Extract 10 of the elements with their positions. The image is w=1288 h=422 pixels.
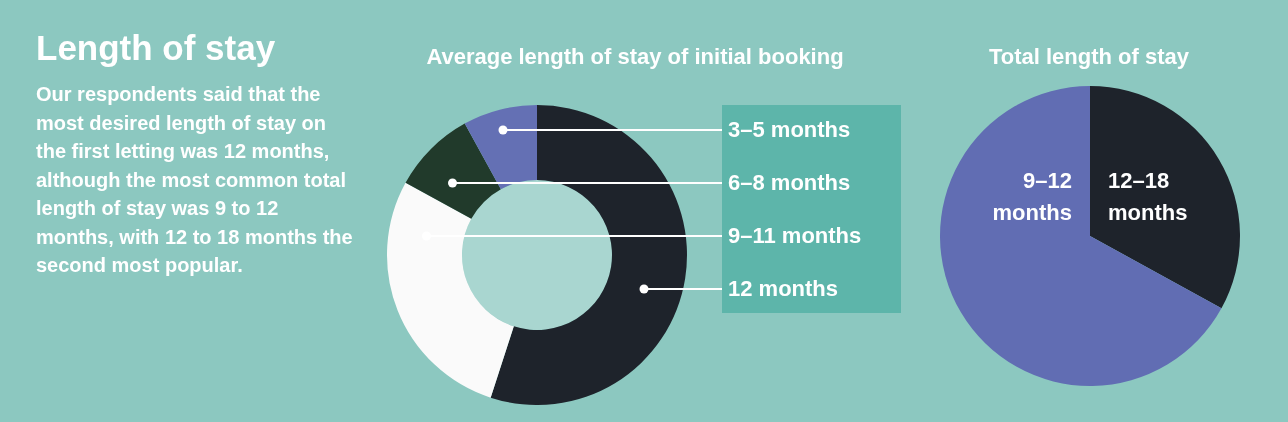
chart-title: Average length of stay of initial booking [425,44,845,70]
text: Length of stay [36,28,277,68]
slice-label: 3–5 months [728,117,851,143]
slice-label: 9–12 months [992,168,1072,226]
slice-label: 12 months [728,276,839,302]
text: Our respondents said that the most desired length of stay on the first letting was 12 months, although the most common total length of stay was 9 to 12 months, with 12 to 18 months the second most popular. [36,82,354,278]
slice-label: 6–8 months [728,170,851,196]
slice-label: 9–11 months [728,223,862,249]
slice-label: 12–18 months [1108,168,1188,226]
chart-title: Total length of stay [987,44,1190,70]
